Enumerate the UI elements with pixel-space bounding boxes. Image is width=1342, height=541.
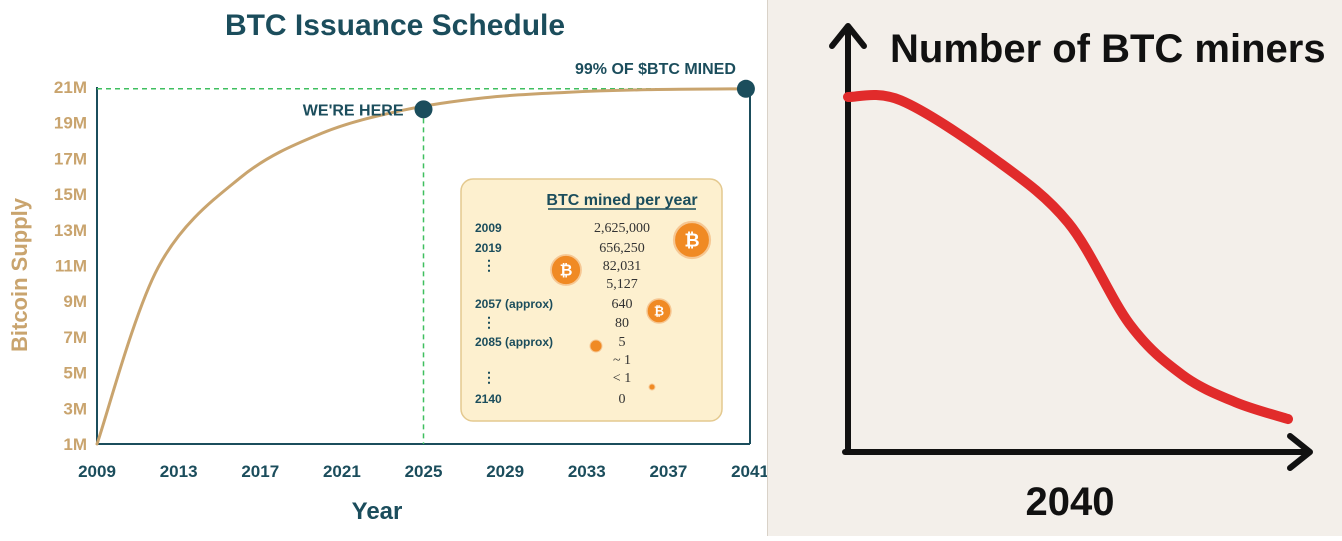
bitcoin-coin-icon-disc [648,383,656,391]
panel-divider [767,0,768,536]
bitcoin-coin-icon: ₿ [550,254,582,286]
inset-row-year: ⋮ [482,314,496,330]
miners-decline-line [843,89,1293,425]
x-tick-label: 2013 [160,462,198,481]
btc-miners-panel: Number of BTC miners 2040 [768,0,1342,536]
x-axis-label: 2040 [1026,480,1115,524]
y-tick-label: 3M [63,399,87,418]
x-tick-label: 2033 [568,462,606,481]
y-tick-label: 21M [54,78,87,97]
bitcoin-coin-icon-glyph: ₿ [560,261,573,279]
x-tick-label: 2021 [323,462,361,481]
inset-row-amount: 80 [615,316,629,331]
we-are-here-label: WE'RE HERE [303,102,404,119]
inset-row-year: 2009 [475,221,502,235]
bitcoin-coin-icon: ₿ [672,220,712,260]
inset-row-amount: ~ 1 [613,353,631,368]
btc-issuance-chart: BTC Issuance Schedule 1M 3M 5M 7M 9M 11M 13M 15M… [7,9,769,525]
y-tick-label: 1M [63,435,87,454]
inset-row-amount: 82,031 [603,259,642,274]
x-axis-arrow-icon [1287,433,1313,471]
we-are-here-marker [414,100,433,119]
inset-row-amount: 2,625,000 [594,221,650,236]
bitcoin-coin-icon-disc [646,298,672,324]
inset-row-amount: 5 [619,335,626,350]
chart-title: Number of BTC miners [890,27,1326,71]
y-tick-label: 11M [55,257,87,276]
x-tick-label: 2009 [78,462,116,481]
mined-99-label: 99% OF $BTC MINED [575,61,736,78]
bitcoin-coin-icon: ₿ [646,298,672,324]
inset-row-year: 2057 (approx) [475,297,553,311]
inset-row-year: ⋮ [482,257,496,273]
inset-row-amount: 5,127 [606,277,638,292]
inset-row-year: 2019 [475,241,502,255]
bitcoin-coin-icon [589,339,603,353]
y-tick-label: 5M [63,364,87,383]
btc-issuance-panel: BTC Issuance Schedule 1M 3M 5M 7M 9M 11M 13M 15M… [7,9,769,525]
bitcoin-coin-icon [648,383,656,391]
inset-row-year: ⋮ [482,369,496,385]
y-tick-label: 7M [63,328,87,347]
bitcoin-coin-icon-disc [589,339,603,353]
y-axis-arrow-icon [829,23,867,49]
inset-row-amount: 640 [612,297,633,312]
x-tick-label: 2029 [486,462,524,481]
mined-99-marker [736,79,755,98]
inset-table-box [460,178,723,422]
y-tick-label: 15M [54,185,87,204]
inset-row-amount: 0 [619,392,626,407]
y-tick-label: 9M [63,292,87,311]
x-tick-label: 2025 [405,462,443,481]
bitcoin-coin-icon-glyph: ₿ [684,230,699,251]
x-axis-title: Year [352,498,403,525]
y-tick-label: 17M [54,149,87,168]
x-tick-label: 2017 [241,462,279,481]
inset-row-year: 2085 (approx) [475,335,553,349]
inset-row-amount: < 1 [613,371,631,386]
inset-row-amount: 656,250 [599,241,645,256]
btc-miners-chart: Number of BTC miners 2040 [829,23,1326,524]
bitcoin-coin-icon-glyph: ₿ [654,304,664,318]
inset-table-title: BTC mined per year [546,192,697,209]
chart-title: BTC Issuance Schedule [225,9,565,42]
bitcoin-coin-icon-disc [550,254,582,286]
inset-row-year: 2140 [475,392,502,406]
x-tick-label: 2041 [731,462,768,481]
y-tick-label: 13M [54,221,87,240]
y-axis-title: Bitcoin Supply [7,197,32,352]
supply-curve [95,87,752,446]
x-tick-label: 2037 [649,462,687,481]
y-tick-label: 19M [54,114,87,133]
bitcoin-coin-icon-disc [672,220,712,260]
